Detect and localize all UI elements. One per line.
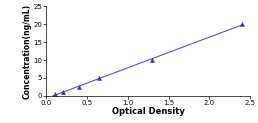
Point [77, 86, 81, 88]
Point [97, 77, 101, 79]
Point [61, 91, 65, 93]
Point [150, 59, 155, 61]
Y-axis label: Concentration(ng/mL): Concentration(ng/mL) [23, 3, 32, 99]
Point [240, 23, 244, 25]
Point [53, 93, 57, 95]
X-axis label: Optical Density: Optical Density [112, 108, 185, 116]
